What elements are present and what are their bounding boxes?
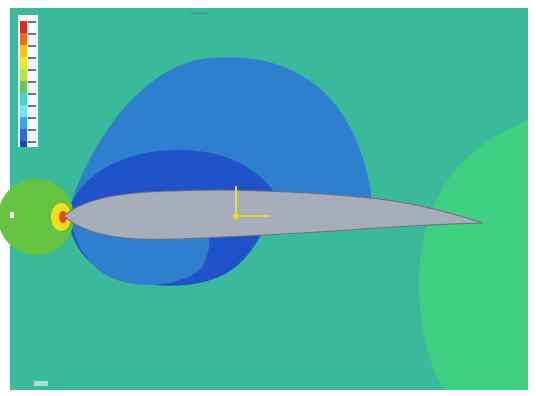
airfoil-shape bbox=[63, 189, 484, 240]
stagnation-core-region bbox=[59, 211, 67, 223]
coordinate-axes-icon bbox=[233, 186, 270, 219]
scale-marker bbox=[34, 381, 48, 386]
svg-text:..........: .......... bbox=[190, 9, 209, 16]
stagnation-outer-region bbox=[0, 179, 74, 255]
left-boundary-marker bbox=[10, 212, 14, 218]
color-legend bbox=[18, 15, 38, 147]
right-high-pressure-region bbox=[419, 120, 528, 390]
top-status-strip: .......... bbox=[190, 8, 350, 16]
